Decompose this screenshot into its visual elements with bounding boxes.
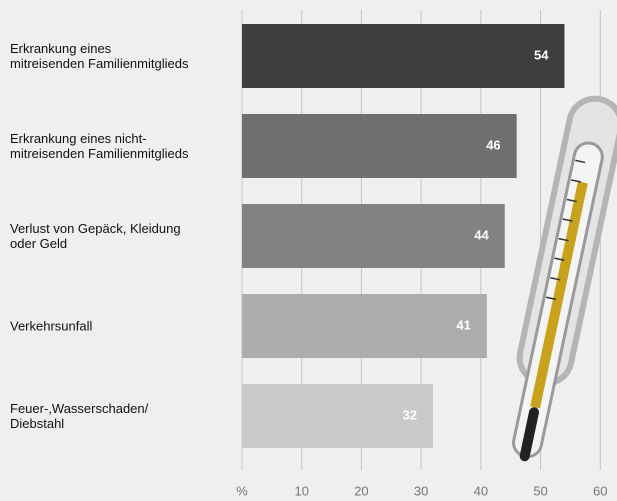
category-label: Erkrankung eines mitreisenden Familienmi… xyxy=(10,41,240,71)
x-tick-label: 10 xyxy=(294,483,308,498)
value-label: 41 xyxy=(456,317,470,332)
category-label: Feuer-,Wasserschaden/ Diebstahl xyxy=(10,401,240,431)
value-label: 46 xyxy=(486,137,500,152)
bar xyxy=(242,204,505,268)
value-label: 32 xyxy=(403,407,417,422)
category-label: Verkehrsunfall xyxy=(10,319,240,334)
x-tick-label: % xyxy=(236,483,248,498)
category-label: Erkrankung eines nicht- mitreisenden Fam… xyxy=(10,131,240,161)
x-tick-label: 60 xyxy=(593,483,607,498)
bar xyxy=(242,24,564,88)
x-tick-label: 50 xyxy=(533,483,547,498)
value-label: 44 xyxy=(474,227,489,242)
bar xyxy=(242,114,517,178)
x-tick-label: 40 xyxy=(474,483,488,498)
chart: % 10 20 30 40 50 60 54 46 44 41 32 Erkrankung eine… xyxy=(0,0,617,501)
x-tick-label: 30 xyxy=(414,483,428,498)
category-label: Verlust von Gepäck, Kleidung oder Geld xyxy=(10,221,240,251)
value-label: 54 xyxy=(534,47,549,62)
bar xyxy=(242,294,487,358)
x-tick-label: 20 xyxy=(354,483,368,498)
